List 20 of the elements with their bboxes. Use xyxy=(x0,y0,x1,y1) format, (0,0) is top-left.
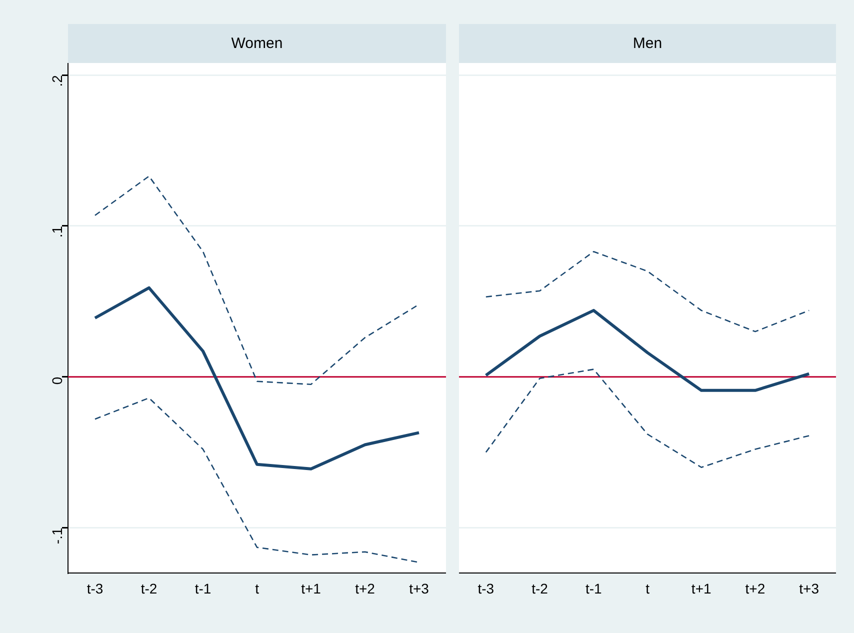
x-tick-label: t+2 xyxy=(355,580,376,596)
y-tick-label: 0 xyxy=(48,376,65,385)
x-tick-label: t+2 xyxy=(745,580,766,596)
x-tick-label: t-3 xyxy=(86,580,104,596)
x-tick-label: t-3 xyxy=(478,580,494,596)
x-tick-label: t+3 xyxy=(409,580,430,596)
chart-title: Women xyxy=(68,24,446,63)
x-tick-label: t+3 xyxy=(799,580,820,596)
x-tick-label: t-1 xyxy=(585,580,602,596)
x-tick-label: t xyxy=(646,580,650,596)
y-tick-label: .1 xyxy=(48,226,65,238)
x-tick-label: t-1 xyxy=(194,580,212,596)
chart-title: Men xyxy=(459,24,836,63)
y-tick-label: .2 xyxy=(48,74,65,87)
x-tick-label: t-2 xyxy=(532,580,548,596)
y-tick-label: -.1 xyxy=(48,528,65,544)
x-tick-label: t+1 xyxy=(301,580,322,596)
x-tick-label: t xyxy=(255,580,260,596)
x-tick-label: t+1 xyxy=(691,580,712,596)
x-tick-label: t-2 xyxy=(140,580,158,596)
